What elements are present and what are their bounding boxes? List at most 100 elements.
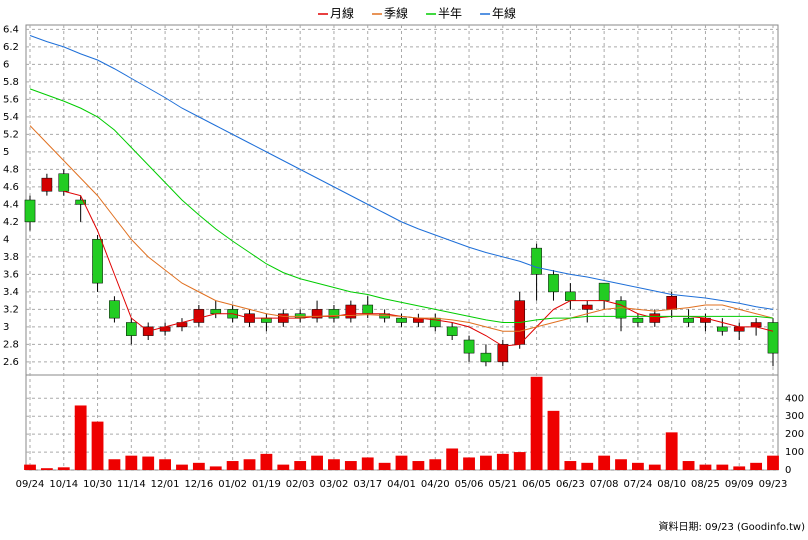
volume-bar xyxy=(294,461,307,470)
x-tick-label: 05/06 xyxy=(455,479,484,490)
x-tick-label: 06/23 xyxy=(556,479,585,490)
volume-bar xyxy=(733,466,746,470)
candle-body xyxy=(75,199,86,205)
volume-bar xyxy=(311,455,323,470)
y-tick-label: 3.6 xyxy=(3,269,19,280)
volume-bar xyxy=(91,421,104,470)
candle-body xyxy=(598,282,610,301)
volume-bar xyxy=(716,464,729,470)
candle-body xyxy=(210,309,222,314)
volume-bar xyxy=(648,464,661,470)
volume-bar xyxy=(159,459,172,470)
x-tick-label: 08/25 xyxy=(691,479,720,490)
moving-average-line xyxy=(29,125,774,332)
volume-bar xyxy=(344,461,357,470)
y-tick-label: 5.4 xyxy=(3,112,19,123)
candle-body xyxy=(767,322,779,354)
volume-bar xyxy=(598,455,611,470)
x-tick-label: 04/20 xyxy=(421,479,450,490)
candle-body xyxy=(41,177,53,192)
x-tick-label: 12/01 xyxy=(151,479,180,490)
x-tick-label: 01/02 xyxy=(218,479,247,490)
volume-bar xyxy=(277,464,290,470)
y-tick-label: 5.2 xyxy=(3,129,19,140)
candle-body xyxy=(480,352,492,363)
volume-bar xyxy=(581,462,594,470)
volume-bar xyxy=(682,461,695,470)
volume-bar xyxy=(378,462,391,470)
y-tick-label: 3.8 xyxy=(3,252,19,263)
x-tick-label: 03/02 xyxy=(320,479,349,490)
y-tick-label: 6.2 xyxy=(3,42,19,53)
candle-body xyxy=(497,344,509,363)
candle-body xyxy=(463,339,475,354)
candle-body xyxy=(666,296,677,310)
x-tick-label: 05/21 xyxy=(488,479,517,490)
volume-bar xyxy=(412,461,425,470)
candle-body xyxy=(362,304,374,314)
x-tick-label: 12/16 xyxy=(184,479,213,490)
y2-tick-label: 200 xyxy=(785,429,804,440)
source-note: 資料日期: 09/23 (Goodinfo.tw) xyxy=(658,520,805,533)
x-tick-label: 03/17 xyxy=(353,479,382,490)
x-tick-label: 06/05 xyxy=(522,479,551,490)
volume-bar xyxy=(243,459,256,470)
volume-bar xyxy=(429,459,442,470)
volume-bar xyxy=(446,448,459,470)
y-tick-label: 3.2 xyxy=(3,304,19,315)
volume-bar xyxy=(209,466,222,470)
candle-body xyxy=(126,322,137,336)
y-tick-label: 6.4 xyxy=(3,24,19,35)
candle-body xyxy=(531,247,542,275)
candle-body xyxy=(345,304,357,319)
volume-bar xyxy=(361,457,374,470)
volume-bar xyxy=(631,462,644,470)
x-tick-label: 04/01 xyxy=(387,479,416,490)
y-tick-label: 3.4 xyxy=(3,287,19,298)
candle-body xyxy=(92,239,103,284)
volume-bar xyxy=(108,459,121,470)
x-tick-label: 11/14 xyxy=(117,479,146,490)
candle-body xyxy=(328,309,340,319)
candle-body xyxy=(581,304,593,310)
candle-body xyxy=(548,274,559,293)
candle-body xyxy=(396,317,407,323)
legend-label: 半年 xyxy=(438,7,462,21)
candle-body xyxy=(717,326,728,332)
y-tick-label: 6 xyxy=(3,59,9,70)
candle-body xyxy=(733,326,745,332)
legend-label: 季線 xyxy=(384,6,408,21)
candle-body xyxy=(24,199,36,223)
y-tick-label: 4.4 xyxy=(3,199,19,210)
x-tick-label: 07/08 xyxy=(590,479,619,490)
volume-bar xyxy=(513,452,526,470)
volume-bar xyxy=(192,462,205,470)
y-tick-label: 4.8 xyxy=(3,164,19,175)
volume-bar xyxy=(496,453,509,470)
candle-body xyxy=(261,317,272,323)
volume-bar xyxy=(615,459,627,470)
volume-bar xyxy=(125,455,138,470)
candle-body xyxy=(311,309,323,319)
x-tick-label: 09/09 xyxy=(725,479,754,490)
y-tick-label: 5.6 xyxy=(3,94,19,105)
y-tick-label: 4.2 xyxy=(3,217,19,228)
x-tick-label: 10/14 xyxy=(49,479,78,490)
volume-bar xyxy=(176,464,188,470)
y-tick-label: 5 xyxy=(3,147,9,158)
candle-body xyxy=(632,317,644,323)
volume-bar xyxy=(463,457,475,470)
volume-bar xyxy=(328,459,340,470)
legend-label: 月線 xyxy=(330,6,354,21)
candle-body xyxy=(58,173,70,192)
volume-bar xyxy=(260,453,273,470)
x-tick-label: 08/10 xyxy=(657,479,686,490)
y2-tick-label: 300 xyxy=(785,411,804,422)
volume-bar xyxy=(547,410,560,470)
y-tick-label: 4 xyxy=(3,234,9,245)
y-tick-label: 4.6 xyxy=(3,182,19,193)
volume-bar xyxy=(24,464,36,470)
volume-bar xyxy=(699,464,712,470)
volume-bar xyxy=(57,467,70,470)
